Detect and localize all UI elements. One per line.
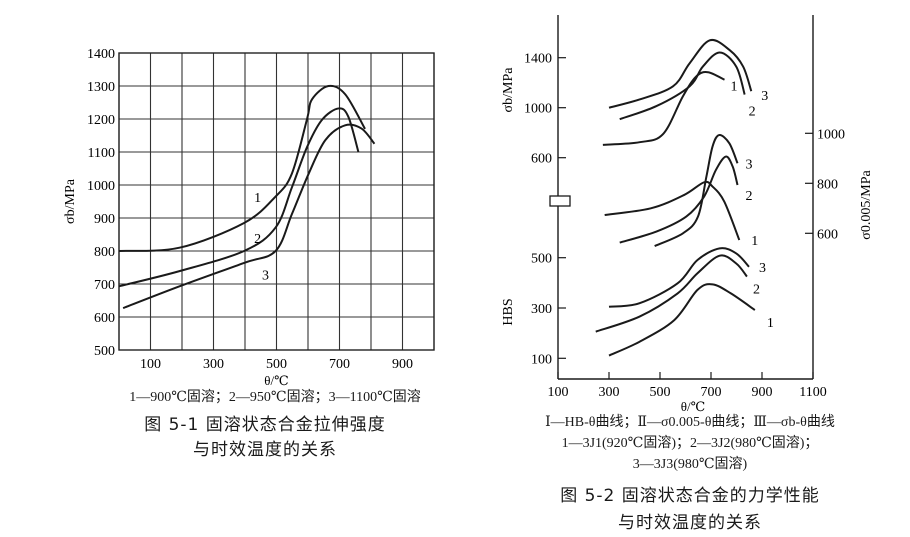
curve-label-sigma_0005-1: 1: [751, 234, 758, 249]
hbs-axis-label: HBS: [501, 298, 516, 325]
fig1-title-line2: 与时效温度的关系: [193, 440, 337, 460]
curve-label-hbs-2: 2: [753, 283, 760, 298]
curve-label-sigma_0005-2: 2: [746, 189, 753, 204]
fig1-title-line1: 图 5-1 固溶状态合金拉伸强度: [144, 415, 386, 435]
y-tick-label: 500: [94, 344, 115, 359]
sigma-0005-axis-label: σ0.005/MPa: [859, 170, 874, 240]
curve-1: [118, 84, 366, 252]
x-tick-label: 300: [599, 385, 620, 400]
curve-label-sigma_b-1: 1: [731, 80, 738, 95]
x-tick-label: 1100: [799, 385, 826, 400]
x-axis-label: θ/℃: [681, 399, 705, 414]
axis-break-icon: [549, 195, 571, 207]
curve-2: [118, 107, 360, 288]
y-tick-label-sigma_b: 600: [531, 152, 552, 167]
curve-sigma_0005-2: [619, 155, 739, 244]
y-tick-label-sigma_0005: 1000: [817, 127, 845, 142]
y-tick-label-hbs: 300: [531, 302, 552, 317]
x-tick-label: 300: [203, 357, 224, 372]
fig2-legend-line2: 1—3J1(920℃固溶)；2—3J2(980℃固溶)；: [561, 436, 819, 451]
x-tick-label: 100: [548, 385, 569, 400]
curve-sigma_0005-1: [604, 180, 741, 241]
curve-label-1: 1: [254, 191, 261, 206]
y-tick-label-hbs: 100: [531, 352, 552, 367]
y-tick-label: 1000: [87, 179, 115, 194]
curve-hbs-3: [608, 247, 750, 308]
y-tick-label: 800: [94, 245, 115, 260]
y-tick-label: 600: [94, 311, 115, 326]
curve-label-hbs-3: 3: [759, 261, 766, 276]
x-tick-label: 900: [752, 385, 773, 400]
y-tick-label: 1200: [87, 113, 115, 128]
fig2-legend-line3: 3—3J3(980℃固溶): [632, 457, 748, 472]
x-tick-label: 500: [266, 357, 287, 372]
x-axis-label: θ/℃: [264, 373, 288, 388]
y-tick-label: 1300: [87, 80, 115, 95]
x-tick-label: 700: [329, 357, 350, 372]
fig2-title-line2: 与时效温度的关系: [618, 513, 762, 533]
y-tick-label-hbs: 500: [531, 252, 552, 267]
plot-frame: [118, 52, 435, 351]
curve-label-sigma_0005-3: 3: [746, 157, 753, 172]
curve-label-3: 3: [262, 268, 269, 283]
y-tick-label: 1400: [87, 47, 115, 62]
x-tick-label: 500: [650, 385, 671, 400]
y-tick-label-sigma_0005: 800: [817, 177, 838, 192]
y-tick-label-sigma_b: 1400: [524, 52, 552, 67]
curve-sigma_b-3: [608, 38, 753, 109]
y-axis-label: σb/MPa: [63, 178, 78, 224]
y-tick-label-sigma_b: 1000: [524, 102, 552, 117]
x-tick-label: 700: [701, 385, 722, 400]
x-tick-label: 100: [140, 357, 161, 372]
y-tick-label: 900: [94, 212, 115, 227]
sigma-b-axis-label: σb/MPa: [501, 67, 516, 113]
y-tick-label: 1100: [88, 146, 115, 161]
curve-sigma_b-2: [619, 51, 746, 121]
fig2-title-line1: 图 5-2 固溶状态合金的力学性能: [560, 486, 820, 506]
fig1-legend: 1—900℃固溶；2—950℃固溶；3—1100℃固溶: [129, 390, 421, 405]
y-tick-label: 700: [94, 278, 115, 293]
curve-sigma_b-1: [602, 71, 725, 146]
curve-label-sigma_b-2: 2: [749, 105, 756, 120]
curve-hbs-1: [608, 283, 756, 357]
curve-sigma_0005-3: [654, 134, 739, 247]
curve-3: [122, 123, 376, 310]
x-tick-label: 900: [392, 357, 413, 372]
y-tick-label-sigma_0005: 600: [817, 227, 838, 242]
fig2-legend-line1: Ⅰ—HB-θ曲线；Ⅱ—σ0.005-θ曲线；Ⅲ—σb-θ曲线: [545, 415, 835, 430]
curve-label-2: 2: [254, 232, 261, 247]
curve-hbs-2: [595, 254, 748, 333]
curve-label-hbs-1: 1: [767, 316, 774, 331]
curve-label-sigma_b-3: 3: [761, 89, 768, 104]
